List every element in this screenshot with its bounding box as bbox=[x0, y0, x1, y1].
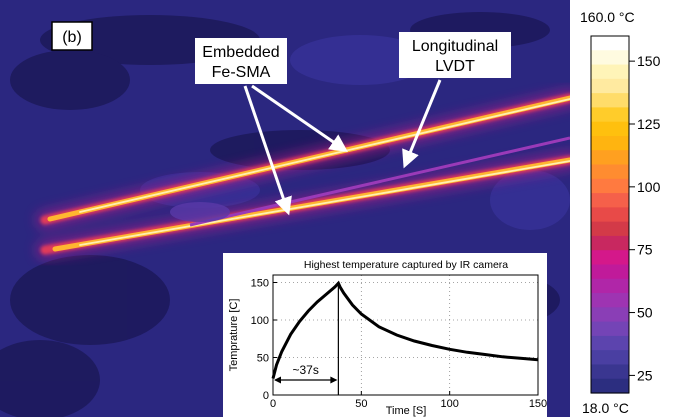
panel-label: (b) bbox=[62, 29, 82, 46]
colorbar-min-label: 18.0 °C bbox=[582, 400, 629, 416]
sma-label-box bbox=[195, 38, 287, 84]
colorbar-tick-label: 125 bbox=[637, 116, 661, 132]
colorbar-tick-label: 150 bbox=[637, 53, 661, 69]
duration-label: ~37s bbox=[293, 363, 319, 377]
x-tick-label: 50 bbox=[355, 398, 367, 410]
colorbar-tick-label: 75 bbox=[637, 242, 653, 258]
lvdt-label-line2: LVDT bbox=[435, 58, 475, 75]
chart-ylabel: Temprature [C] bbox=[228, 299, 240, 372]
inset-chart: Highest temperature captured by IR camer… bbox=[223, 253, 547, 417]
temperature-series-line bbox=[271, 280, 539, 379]
lvdt-label-box bbox=[399, 32, 511, 78]
lvdt-label-line1: Longitudinal bbox=[412, 38, 498, 55]
y-tick-label: 0 bbox=[263, 390, 269, 402]
duration-arrowhead-right bbox=[330, 376, 338, 384]
colorbar-tick-label: 50 bbox=[637, 305, 653, 321]
y-tick-label: 50 bbox=[257, 353, 269, 365]
colorbar-max-label: 160.0 °C bbox=[580, 9, 635, 25]
x-tick-label: 100 bbox=[440, 398, 458, 410]
sma-label-line1: Embedded bbox=[202, 44, 279, 61]
chart-xlabel: Time [S] bbox=[386, 405, 427, 417]
sma-arrow-top bbox=[251, 84, 348, 153]
colorbar-tick-label: 25 bbox=[637, 367, 653, 383]
x-tick-label: 0 bbox=[270, 398, 276, 410]
y-tick-label: 100 bbox=[251, 315, 269, 327]
chart-title: Highest temperature captured by IR camer… bbox=[304, 259, 508, 271]
lvdt-arrow bbox=[402, 79, 442, 169]
sma-arrow-bottom bbox=[243, 85, 292, 216]
sma-label-line2: Fe-SMA bbox=[212, 64, 271, 81]
colorbar-tick-label: 100 bbox=[637, 179, 661, 195]
x-tick-label: 150 bbox=[529, 398, 547, 410]
y-tick-label: 150 bbox=[251, 278, 269, 290]
panel-label-box bbox=[51, 21, 93, 51]
duration-arrowhead-left bbox=[274, 376, 281, 384]
